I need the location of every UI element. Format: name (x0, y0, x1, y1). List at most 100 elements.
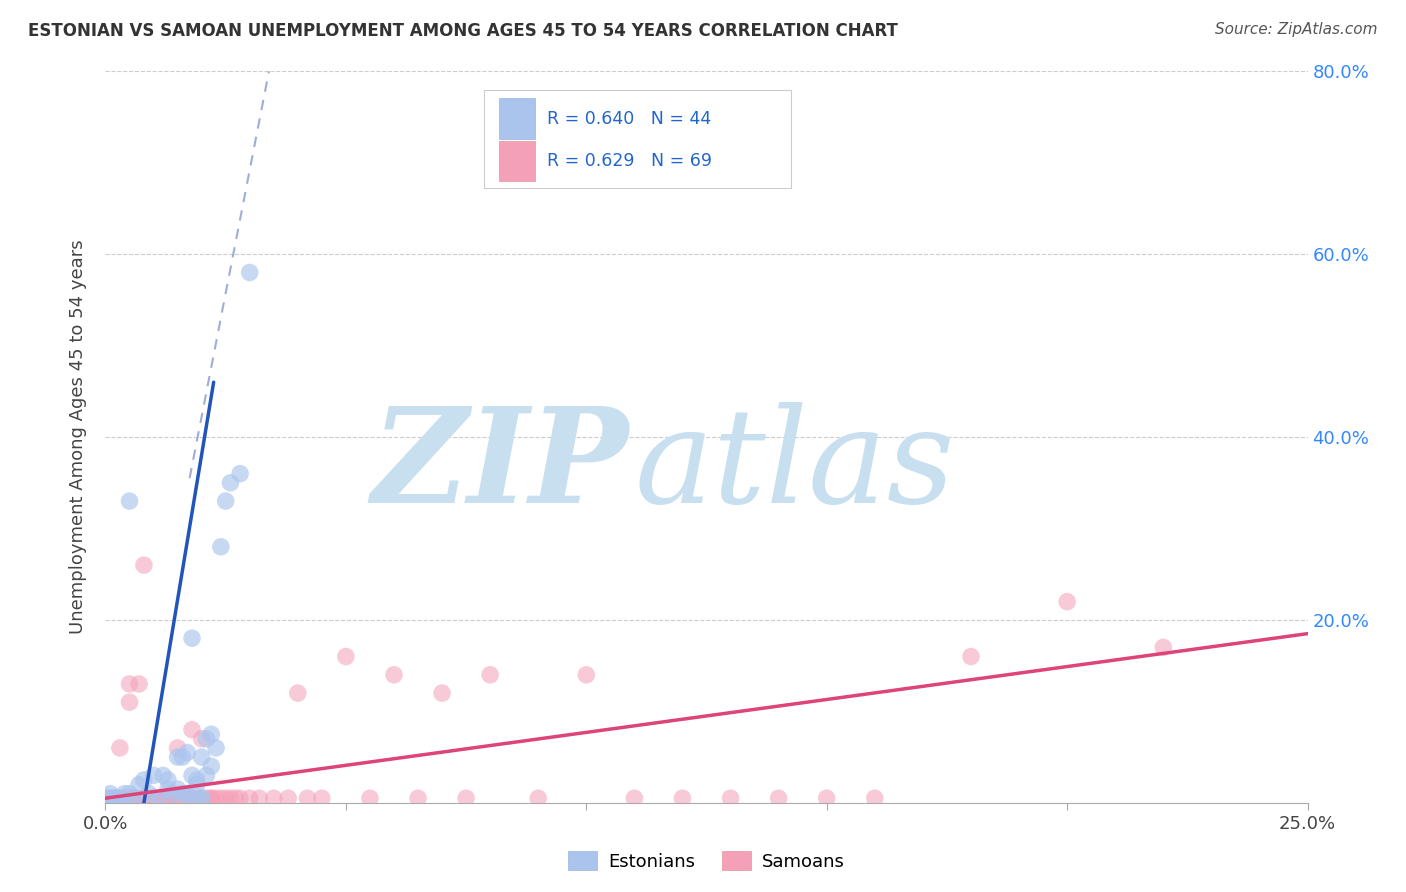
Point (430, 686, 453, 700)
Point (108, 791, 131, 805)
Point (277, 791, 299, 805)
Point (190, 791, 212, 805)
Point (863, 791, 886, 805)
Text: atlas: atlas (634, 401, 955, 531)
Text: R = 0.640   N = 44: R = 0.640 N = 44 (547, 110, 711, 128)
Point (166, 782, 188, 797)
Point (156, 791, 179, 805)
Point (671, 791, 693, 805)
Point (190, 791, 212, 805)
Point (118, 787, 141, 801)
Point (200, 791, 222, 805)
Point (98, 787, 121, 801)
Point (138, 791, 160, 805)
Point (94, 791, 117, 805)
Point (172, 787, 194, 801)
Point (815, 791, 838, 805)
Point (128, 777, 150, 792)
Point (172, 750, 194, 764)
Point (132, 558, 155, 573)
Point (297, 791, 319, 805)
Point (229, 467, 252, 481)
Point (128, 791, 150, 805)
Point (1152, 640, 1174, 655)
Point (181, 791, 204, 805)
Point (263, 791, 285, 805)
Point (186, 777, 208, 792)
Point (118, 695, 141, 709)
Point (138, 791, 160, 805)
Point (152, 768, 174, 782)
FancyBboxPatch shape (484, 90, 790, 188)
Point (214, 791, 236, 805)
Point (205, 791, 228, 805)
Point (124, 791, 146, 805)
Point (200, 759, 222, 773)
Bar (499, 141, 534, 181)
Point (176, 787, 198, 801)
Point (209, 540, 232, 554)
Point (152, 791, 174, 805)
Point (156, 791, 179, 805)
Point (124, 791, 146, 805)
Text: R = 0.629   N = 69: R = 0.629 N = 69 (547, 153, 711, 170)
Point (960, 649, 983, 664)
Point (104, 791, 127, 805)
Point (142, 768, 165, 782)
Text: ZIP: ZIP (371, 401, 628, 531)
Point (229, 791, 252, 805)
Point (200, 727, 222, 741)
Point (1056, 594, 1078, 608)
Point (239, 791, 262, 805)
Point (200, 791, 222, 805)
Point (166, 750, 188, 764)
Point (214, 494, 236, 508)
Point (311, 791, 333, 805)
Point (190, 731, 212, 746)
Point (239, 266, 262, 280)
Point (181, 768, 204, 782)
Point (205, 740, 228, 755)
Point (190, 750, 212, 764)
Point (108, 740, 131, 755)
Point (104, 791, 127, 805)
Text: ESTONIAN VS SAMOAN UNEMPLOYMENT AMONG AGES 45 TO 54 YEARS CORRELATION CHART: ESTONIAN VS SAMOAN UNEMPLOYMENT AMONG AG… (28, 22, 898, 40)
Point (172, 791, 194, 805)
Point (406, 791, 429, 805)
Point (190, 791, 212, 805)
Point (247, 791, 270, 805)
Point (195, 791, 218, 805)
Point (287, 686, 309, 700)
Point (148, 791, 170, 805)
Point (138, 787, 160, 801)
Point (98, 791, 121, 805)
Point (94, 796, 117, 810)
Point (359, 791, 381, 805)
Point (156, 782, 179, 797)
Point (142, 791, 165, 805)
Point (104, 791, 127, 805)
Point (108, 791, 131, 805)
Point (118, 494, 141, 508)
Point (195, 731, 218, 746)
Point (128, 677, 150, 691)
Point (219, 791, 242, 805)
Point (114, 787, 136, 801)
Point (118, 791, 141, 805)
Point (195, 768, 218, 782)
Text: Source: ZipAtlas.com: Source: ZipAtlas.com (1215, 22, 1378, 37)
Point (166, 791, 188, 805)
Point (181, 723, 204, 737)
Point (181, 632, 204, 646)
Point (148, 791, 170, 805)
Point (94, 791, 117, 805)
Point (454, 791, 477, 805)
Point (114, 791, 136, 805)
Point (132, 772, 155, 787)
Point (156, 772, 179, 787)
Point (124, 791, 146, 805)
Point (118, 677, 141, 691)
Point (575, 667, 598, 681)
Point (176, 791, 198, 805)
Point (162, 787, 184, 801)
